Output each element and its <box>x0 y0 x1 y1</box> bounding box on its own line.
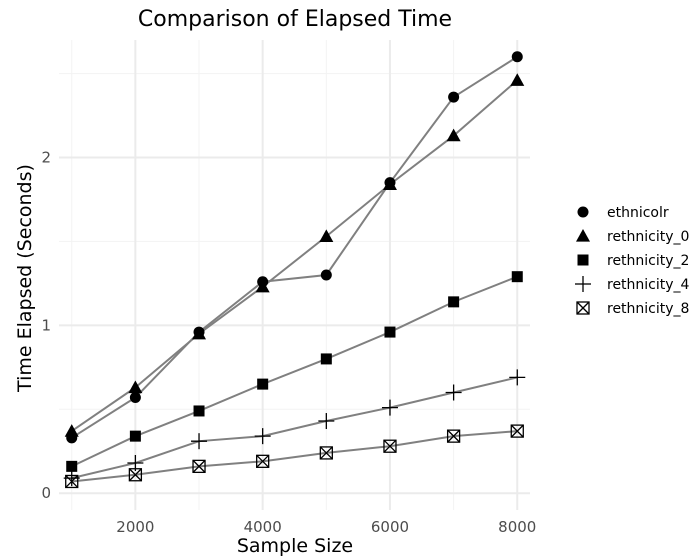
data-point-rethnicity_8 <box>192 459 206 474</box>
y-tick-label: 2 <box>41 149 51 167</box>
data-point-rethnicity_4 <box>509 369 526 386</box>
data-point-rethnicity_8 <box>65 474 79 489</box>
x-tick-label: 4000 <box>244 518 282 536</box>
series-line-rethnicity_2 <box>71 275 518 468</box>
series-line-rethnicity_8 <box>71 430 518 483</box>
x-tick-label: 8000 <box>498 518 536 536</box>
x-axis-title: Sample Size <box>237 535 353 557</box>
data-point-rethnicity_4 <box>191 433 208 450</box>
y-tick-label: 1 <box>41 316 51 334</box>
data-point-rethnicity_8 <box>510 424 524 438</box>
data-point-rethnicity_8 <box>383 439 397 453</box>
data-point-rethnicity_0 <box>64 424 79 437</box>
grid <box>59 40 530 510</box>
data-point-rethnicity_0 <box>446 128 461 142</box>
legend: ethnicolr rethnicity_0 rethnicity_2rethnic… <box>575 205 690 317</box>
x-axis-ticks: 2000 4000 6000 8000 <box>116 518 536 536</box>
legend-label: rethnicity_0 <box>607 229 689 245</box>
data-point-rethnicity_0 <box>255 279 270 293</box>
data-point-rethnicity_4 <box>254 428 271 445</box>
y-tick-label: 0 <box>41 484 51 502</box>
data-point-rethnicity_8 <box>319 446 333 460</box>
data-point-rethnicity_2 <box>193 405 205 417</box>
x-tick-label: 2000 <box>116 518 154 536</box>
data-point-rethnicity_0 <box>510 73 525 86</box>
data-point-rethnicity_8 <box>128 468 143 482</box>
data-point-ethnicolr <box>320 269 332 281</box>
series-lines <box>71 55 518 483</box>
data-point-ethnicolr <box>511 51 523 63</box>
data-point-rethnicity_2 <box>66 460 78 472</box>
legend-label: rethnicity_4 <box>607 277 690 293</box>
data-point-rethnicity_4 <box>63 470 80 487</box>
data-point-rethnicity_0 <box>128 380 143 394</box>
data-point-rethnicity_2 <box>448 296 460 308</box>
data-point-rethnicity_0 <box>192 326 207 340</box>
data-point-rethnicity_4 <box>445 384 462 401</box>
data-point-rethnicity_0 <box>382 177 397 190</box>
data-point-rethnicity_8 <box>446 429 461 443</box>
chart-title: Comparison of Elapsed Time <box>138 7 452 32</box>
data-point-rethnicity_4 <box>318 413 335 430</box>
legend-key-ethnicolr <box>577 206 589 218</box>
y-axis-title: Time Elapsed (Seconds) <box>14 164 36 393</box>
data-point-rethnicity_2 <box>129 430 141 442</box>
legend-key-rethnicity_4 <box>575 276 591 292</box>
data-point-rethnicity_2 <box>384 326 396 338</box>
data-point-rethnicity_8 <box>256 454 270 468</box>
data-point-ethnicolr <box>448 91 460 103</box>
series-line-rethnicity_0 <box>71 79 518 432</box>
x-tick-label: 6000 <box>371 518 409 536</box>
legend-key-rethnicity_2 <box>577 254 589 266</box>
data-point-rethnicity_0 <box>319 229 334 242</box>
series-line-ethnicolr <box>71 55 518 439</box>
legend-key-rethnicity_8 <box>576 301 590 315</box>
data-point-rethnicity_2 <box>320 353 332 365</box>
legend-label: rethnicity_8 <box>607 301 689 317</box>
legend-key-rethnicity_0 <box>576 229 590 242</box>
data-point-rethnicity_2 <box>257 378 269 390</box>
legend-label: rethnicity_2 <box>607 253 689 269</box>
series-line-rethnicity_4 <box>71 376 518 480</box>
legend-label: ethnicolr <box>607 205 669 221</box>
data-point-rethnicity_4 <box>381 399 398 416</box>
data-points <box>63 51 526 489</box>
data-point-ethnicolr <box>129 392 141 404</box>
y-axis-ticks: 0 1 2 <box>41 149 51 503</box>
data-point-rethnicity_2 <box>511 271 523 283</box>
